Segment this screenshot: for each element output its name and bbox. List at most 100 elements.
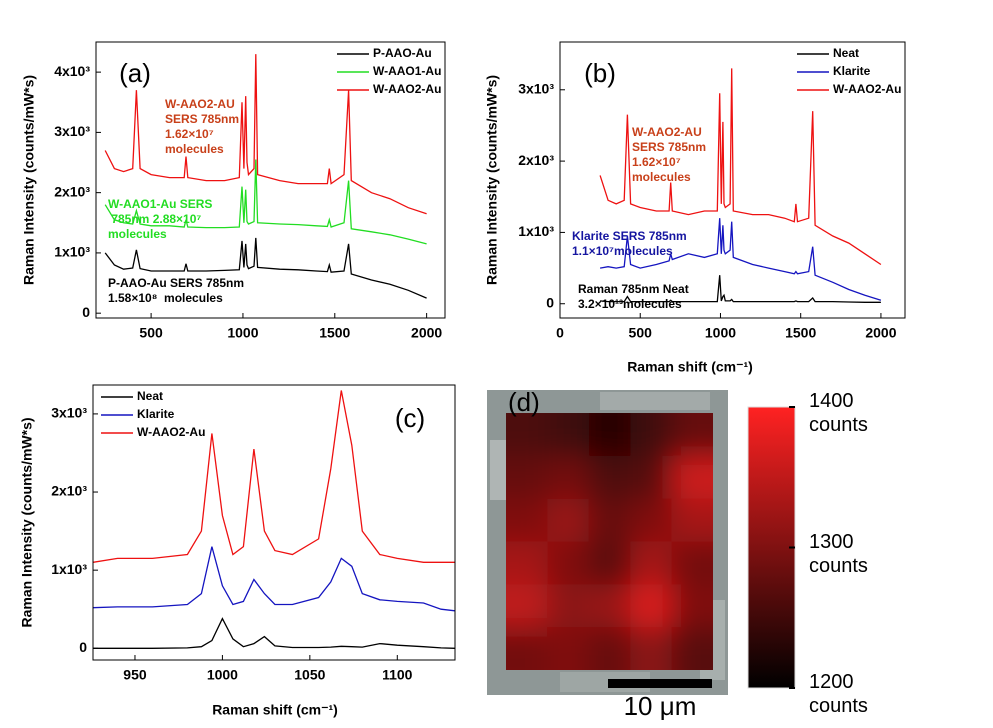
- heatmap: [506, 413, 713, 670]
- heatmap-cell: [506, 627, 549, 670]
- y-tick-label: 3x10³: [54, 123, 90, 139]
- heatmap-cell: [547, 455, 590, 500]
- heatmap-cell: [588, 541, 632, 586]
- x-tick-label: 1500: [785, 325, 816, 341]
- x-tick-label: 1050: [294, 667, 325, 683]
- legend-label: Neat: [137, 389, 163, 403]
- annotation: molecules: [108, 227, 167, 241]
- annotation: 1.62×10⁷: [632, 155, 681, 169]
- colorbar-label: 1200 counts: [809, 671, 868, 717]
- x-tick-label: 1500: [319, 325, 350, 341]
- x-tick-label: 500: [629, 325, 653, 341]
- annotation: Klarite SERS 785nm: [572, 229, 687, 243]
- y-tick-label: 2x10³: [518, 152, 554, 168]
- x-tick-label: 1000: [227, 325, 258, 341]
- y-tick-label: 1x10³: [54, 244, 90, 260]
- y-tick-label: 3x10³: [518, 80, 554, 96]
- heatmap-cell: [547, 627, 590, 670]
- heatmap-cell: [547, 413, 590, 457]
- plot-frame: [95, 41, 446, 319]
- panel-label: (d): [508, 387, 540, 417]
- panel-label: (c): [395, 403, 425, 433]
- heatmap-cell: [588, 455, 632, 500]
- y-tick-label: 1x10³: [51, 561, 87, 577]
- heatmap-cell: [506, 541, 549, 586]
- spectrum-line: [599, 68, 882, 266]
- legend-label: Klarite: [137, 407, 175, 421]
- annotation: 1.62×10⁷: [165, 127, 214, 141]
- heatmap-cell: [506, 498, 549, 543]
- heatmap-cell: [630, 455, 673, 500]
- spectrum-line: [600, 275, 881, 303]
- heatmap-cell: [547, 498, 590, 543]
- x-axis-label: Raman shift (cm⁻¹): [627, 359, 753, 375]
- legend-label: P-AAO-Au: [373, 46, 432, 60]
- heatmap-cell: [630, 584, 673, 629]
- y-axis-label: Raman Intensity (counts/mW*s): [19, 417, 35, 627]
- annotation: SERS 785nm: [165, 112, 239, 126]
- y-axis-label: Raman Intensity (counts/mW*s): [21, 75, 37, 285]
- y-tick-label: 2x10³: [54, 183, 90, 199]
- annotation: Raman 785nm Neat: [578, 282, 689, 296]
- y-tick-label: 3x10³: [51, 405, 87, 421]
- spectrum-line: [599, 218, 882, 301]
- heatmap-cell: [671, 498, 713, 543]
- spectrum-line: [104, 54, 427, 215]
- heatmap-cell: [630, 498, 673, 543]
- plot-frame: [92, 384, 456, 661]
- spectrum-line: [93, 390, 455, 563]
- annotation: molecules: [165, 142, 224, 156]
- x-tick-label: 1100: [382, 667, 413, 683]
- spectrum-line: [104, 159, 427, 245]
- x-tick-label: 500: [139, 325, 163, 341]
- x-tick-label: 1000: [705, 325, 736, 341]
- y-axis-label: Raman Intensity (counts/mW*s): [484, 75, 500, 285]
- spectrum-line: [104, 237, 427, 299]
- legend-label: Neat: [833, 46, 859, 60]
- plot-frame: [559, 41, 906, 319]
- annotation: 1.58×10⁸ molecules: [108, 291, 223, 305]
- heatmap-cell: [630, 541, 673, 586]
- colorbar: [747, 406, 796, 689]
- annotation: W-AAO2-AU: [632, 125, 702, 139]
- annotation: 1.1×10⁷molecules: [572, 244, 673, 258]
- scale-bar-label: 10 μm: [624, 691, 697, 721]
- legend-label: W-AAO2-Au: [373, 82, 441, 96]
- y-tick-label: 2x10³: [51, 483, 87, 499]
- heatmap-cell: [588, 584, 632, 629]
- y-tick-label: 0: [82, 304, 90, 320]
- heatmap-cell: [506, 413, 549, 457]
- heatmap-cell: [671, 584, 713, 629]
- annotation: molecules: [632, 170, 691, 184]
- legend-label: W-AAO2-Au: [833, 82, 901, 96]
- colorbar-label: 1400 counts: [809, 390, 868, 436]
- x-tick-label: 0: [556, 325, 564, 341]
- panel-label: (b): [584, 58, 616, 88]
- heatmap-cell: [588, 413, 632, 457]
- heatmap-cell: [506, 584, 549, 629]
- x-tick-label: 2000: [865, 325, 896, 341]
- heatmap-cell: [630, 627, 673, 670]
- spectrum-line: [93, 546, 455, 612]
- heatmap-cell: [671, 413, 713, 457]
- spectrum-line: [93, 617, 455, 649]
- legend-label: Klarite: [833, 64, 871, 78]
- heatmap-cell: [671, 541, 713, 586]
- heatmap-cell: [588, 627, 632, 670]
- heatmap-cell: [630, 413, 673, 457]
- heatmap-cell: [588, 498, 632, 543]
- y-tick-label: 0: [546, 294, 554, 310]
- annotation: W-AAO1-Au SERS: [108, 197, 212, 211]
- panel-label: (a): [119, 58, 151, 88]
- colorbar-label: 1300 counts: [809, 530, 868, 577]
- heatmap-cell: [671, 455, 713, 500]
- heatmap-cell: [547, 584, 590, 629]
- x-tick-label: 1000: [207, 667, 238, 683]
- scale-bar: [608, 679, 712, 688]
- legend-label: W-AAO1-Au: [373, 64, 441, 78]
- heatmap-cells: [506, 413, 713, 670]
- x-axis-label: Raman shift (cm⁻¹): [212, 702, 338, 718]
- heatmap-cell: [671, 627, 713, 670]
- y-tick-label: 1x10³: [518, 223, 554, 239]
